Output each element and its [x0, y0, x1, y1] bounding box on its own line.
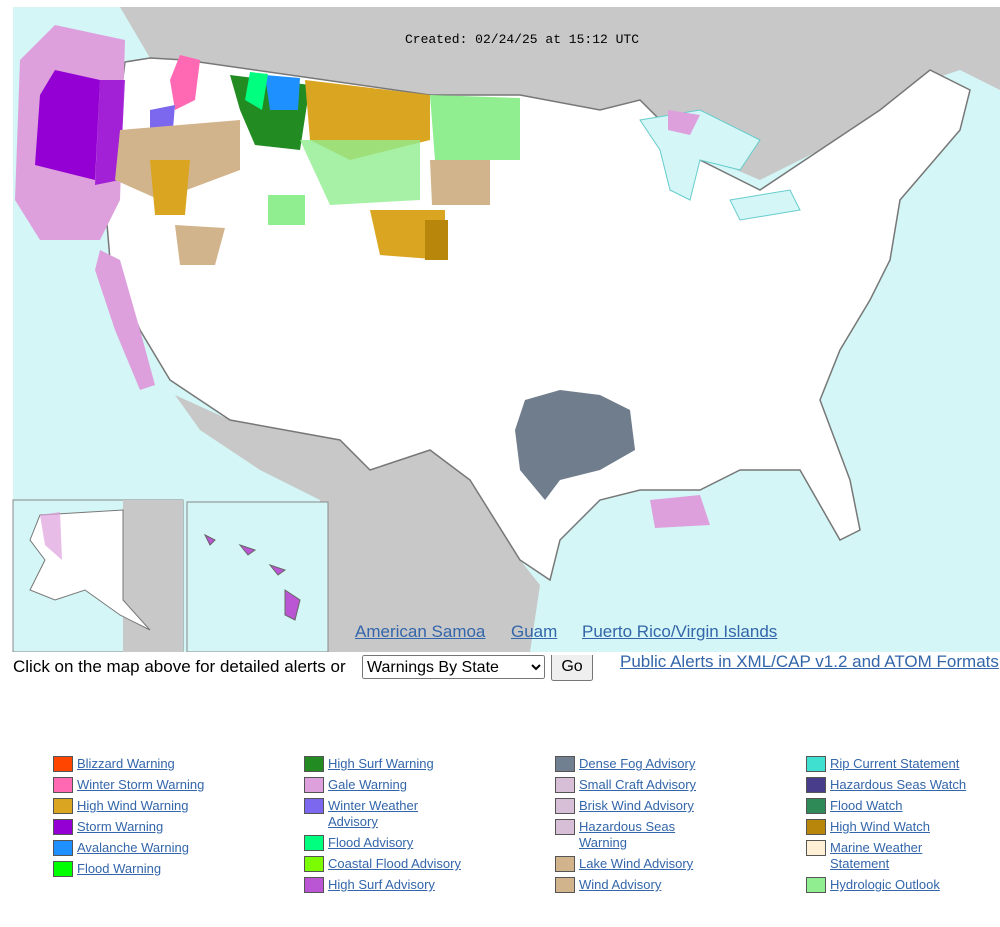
legend-link[interactable]: Hazardous Seas Warning [579, 819, 676, 850]
legend-swatch [53, 756, 73, 772]
legend-swatch [806, 756, 826, 772]
legend-swatch [53, 840, 73, 856]
legend-swatch [555, 819, 575, 835]
legend-item: Gale Warning [304, 777, 555, 793]
legend-swatch [806, 877, 826, 893]
legend-item: Dense Fog Advisory [555, 756, 806, 772]
legend-item: Lake Wind Advisory [555, 856, 806, 872]
go-button[interactable]: Go [551, 655, 593, 681]
legend-link[interactable]: Coastal Flood Advisory [328, 856, 461, 871]
legend-item: High Surf Warning [304, 756, 555, 772]
legend-item: Winter Storm Warning [53, 777, 304, 793]
legend-link[interactable]: High Surf Advisory [328, 877, 435, 892]
legend-swatch [304, 798, 324, 814]
legend-link[interactable]: Avalanche Warning [77, 840, 190, 855]
legend-link[interactable]: High Wind Watch [830, 819, 930, 834]
legend-link[interactable]: Gale Warning [328, 777, 407, 792]
legend-swatch [555, 877, 575, 893]
legend-link[interactable]: Storm Warning [77, 819, 164, 834]
map-link[interactable]: Puerto Rico/Virgin Islands [582, 622, 778, 641]
legend-swatch [555, 756, 575, 772]
legend-link[interactable]: Flood Watch [830, 798, 903, 813]
legend-link[interactable]: Winter Weather Advisory [328, 798, 419, 829]
legend-link[interactable]: Flood Advisory [328, 835, 414, 850]
legend-item: Marine Weather Statement [806, 840, 1000, 872]
legend-link[interactable]: Dense Fog Advisory [579, 756, 696, 771]
legend-swatch [555, 856, 575, 872]
legend-item: Hazardous Seas Watch [806, 777, 1000, 793]
legend-item: Hydrologic Outlook [806, 877, 1000, 893]
legend-link[interactable]: Marine Weather Statement [830, 840, 923, 871]
legend-swatch [304, 877, 324, 893]
legend-link[interactable]: High Surf Warning [328, 756, 434, 771]
legend-item: Rip Current Statement [806, 756, 1000, 772]
legend-link[interactable]: Hydrologic Outlook [830, 877, 940, 892]
legend-item: Winter Weather Advisory [304, 798, 555, 830]
legend-swatch [53, 777, 73, 793]
legend-item: Coastal Flood Advisory [304, 856, 555, 872]
legend-link[interactable]: Rip Current Statement [830, 756, 960, 771]
legend-swatch [53, 819, 73, 835]
legend-link[interactable]: Hazardous Seas Watch [830, 777, 967, 792]
legend-swatch [806, 777, 826, 793]
legend-column: Dense Fog Advisory Small Craft Advisory Br… [555, 756, 806, 898]
legend-item: High Surf Advisory [304, 877, 555, 893]
alert-map[interactable]: Created: 02/24/25 at 15:12 UTC [0, 0, 1000, 652]
legend-swatch [555, 777, 575, 793]
legend-item: Brisk Wind Advisory [555, 798, 806, 814]
legend-swatch [304, 835, 324, 851]
legend-item: Flood Warning [53, 861, 304, 877]
legend-swatch [806, 819, 826, 835]
created-stamp: Created: 02/24/25 at 15:12 UTC [405, 32, 639, 47]
feeds-link[interactable]: Public Alerts in XML/CAP v1.2 and ATOM F… [620, 655, 999, 671]
legend-item: Blizzard Warning [53, 756, 304, 772]
legend-link[interactable]: Winter Storm Warning [77, 777, 205, 792]
legend-link[interactable]: Small Craft Advisory [579, 777, 697, 792]
legend-item: Flood Watch [806, 798, 1000, 814]
legend-item: Hazardous Seas Warning [555, 819, 806, 851]
controls: Click on the map above for detailed aler… [13, 655, 1000, 685]
legend-item: Storm Warning [53, 819, 304, 835]
legend-swatch [304, 777, 324, 793]
legend: Blizzard Warning Winter Storm Warning High… [53, 756, 1000, 898]
legend-column: Rip Current Statement Hazardous Seas Watc… [806, 756, 1000, 898]
legend-column: Blizzard Warning Winter Storm Warning High… [53, 756, 304, 898]
legend-swatch [53, 861, 73, 877]
legend-swatch [806, 840, 826, 856]
legend-swatch [304, 856, 324, 872]
legend-link[interactable]: High Wind Warning [77, 798, 189, 813]
map-link[interactable]: American Samoa [355, 622, 486, 641]
legend-item: Wind Advisory [555, 877, 806, 893]
legend-swatch [806, 798, 826, 814]
legend-swatch [53, 798, 73, 814]
legend-item: Small Craft Advisory [555, 777, 806, 793]
legend-link[interactable]: Lake Wind Advisory [579, 856, 694, 871]
legend-column: High Surf Warning Gale Warning Winter Weat… [304, 756, 555, 898]
legend-link[interactable]: Flood Warning [77, 861, 162, 876]
legend-swatch [304, 756, 324, 772]
legend-swatch [555, 798, 575, 814]
legend-link[interactable]: Brisk Wind Advisory [579, 798, 694, 813]
legend-item: Flood Advisory [304, 835, 555, 851]
state-select[interactable]: Warnings By State [362, 655, 545, 679]
prompt: Click on the map above for detailed aler… [13, 657, 346, 676]
legend-item: High Wind Warning [53, 798, 304, 814]
legend-item: High Wind Watch [806, 819, 1000, 835]
legend-link[interactable]: Blizzard Warning [77, 756, 175, 771]
legend-link[interactable]: Wind Advisory [579, 877, 662, 892]
legend-item: Avalanche Warning [53, 840, 304, 856]
map-link[interactable]: Guam [511, 622, 558, 641]
